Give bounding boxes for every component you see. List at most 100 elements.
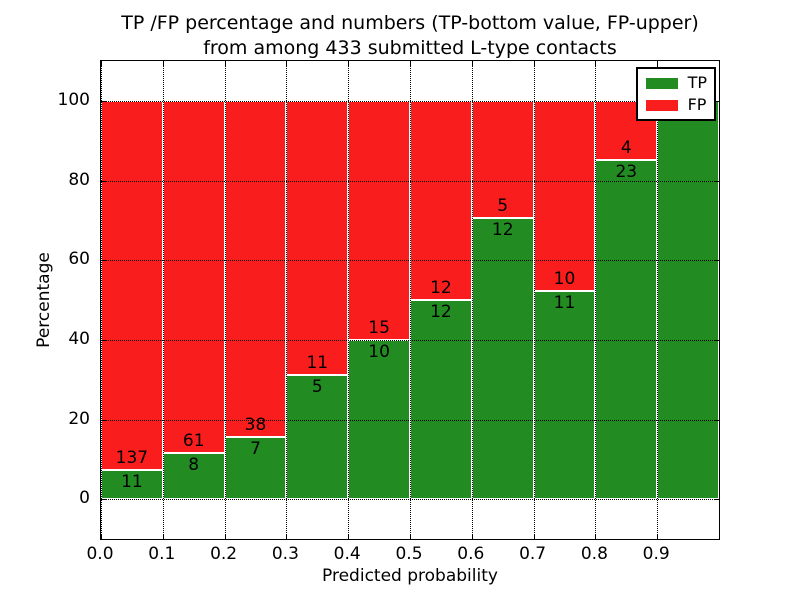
legend-item-tp: TP bbox=[645, 73, 707, 92]
x-tick-mark bbox=[286, 534, 288, 539]
y-tick-label: 40 bbox=[68, 328, 90, 349]
x-gridline bbox=[657, 61, 659, 539]
bar-segment-tp bbox=[533, 290, 596, 500]
chart-title-line1: TP /FP percentage and numbers (TP-bottom… bbox=[121, 12, 699, 34]
x-tick-label: 0.7 bbox=[519, 544, 547, 564]
x-tick-label: 0.1 bbox=[148, 544, 176, 564]
bar-label-tp: 12 bbox=[491, 219, 514, 240]
bar-segment-tp bbox=[595, 159, 658, 500]
x-tick-mark bbox=[162, 61, 164, 66]
bar-segment-tp bbox=[657, 100, 719, 500]
legend-swatch-fp bbox=[645, 99, 678, 111]
bar-segment-fp bbox=[410, 100, 472, 300]
x-tick-label: 0.2 bbox=[210, 544, 238, 564]
x-tick-label: 0.8 bbox=[580, 544, 608, 564]
bar-label-fp: 4 bbox=[620, 137, 632, 158]
bar-label-tp: 5 bbox=[311, 376, 323, 397]
plot-area: TP FP 1371161838711515101212512101142341 bbox=[100, 60, 720, 540]
x-tick-mark bbox=[595, 61, 597, 66]
bar-segment-fp bbox=[162, 100, 225, 453]
legend-label-tp: TP bbox=[687, 73, 707, 92]
x-tick-mark bbox=[101, 61, 102, 66]
x-tick-label: 0.9 bbox=[642, 544, 670, 564]
x-tick-label: 0.3 bbox=[271, 544, 299, 564]
bar-label-tp: 12 bbox=[430, 302, 452, 322]
x-tick-mark bbox=[286, 61, 288, 66]
x-tick-mark bbox=[657, 61, 659, 66]
x-tick-mark bbox=[224, 534, 226, 539]
bar-segment-tp bbox=[224, 437, 287, 500]
y-tick-label: 0 bbox=[79, 488, 90, 509]
x-gridline bbox=[224, 61, 226, 539]
x-tick-mark bbox=[657, 534, 659, 539]
y-tick-mark bbox=[714, 180, 719, 182]
x-gridline bbox=[101, 61, 102, 539]
y-gridline bbox=[101, 419, 719, 421]
y-gridline bbox=[101, 339, 719, 341]
bar-label-fp: 38 bbox=[244, 415, 267, 436]
y-tick-mark bbox=[101, 499, 106, 501]
y-gridline bbox=[101, 499, 719, 501]
legend-item-fp: FP bbox=[645, 97, 707, 113]
x-tick-mark bbox=[471, 534, 473, 539]
x-tick-label: 0.4 bbox=[333, 544, 361, 564]
x-tick-label: 0.5 bbox=[395, 544, 423, 564]
chart-title-line2: from among 433 submitted L-type contacts bbox=[203, 37, 617, 59]
legend: TP FP bbox=[635, 67, 716, 121]
x-gridline bbox=[410, 61, 411, 539]
y-tick-mark bbox=[714, 339, 719, 341]
y-gridline bbox=[101, 180, 719, 182]
bar-segment-fp bbox=[286, 100, 349, 375]
bar-segment-fp bbox=[101, 100, 163, 470]
bar-label-fp: 10 bbox=[553, 268, 576, 289]
x-tick-mark bbox=[533, 534, 535, 539]
bar-label-fp: 12 bbox=[430, 278, 452, 298]
bar-label-tp: 11 bbox=[121, 471, 143, 492]
x-tick-label: 0.6 bbox=[457, 544, 485, 564]
y-tick-mark bbox=[714, 419, 719, 421]
bar-segment-tp bbox=[471, 217, 534, 500]
y-tick-mark bbox=[714, 499, 719, 501]
x-gridline bbox=[162, 61, 164, 539]
y-gridline bbox=[101, 100, 719, 102]
bar-label-tp: 10 bbox=[368, 341, 390, 362]
bar-segment-tp bbox=[286, 374, 349, 500]
bar-segment-tp bbox=[410, 300, 472, 500]
y-tick-mark bbox=[101, 339, 106, 341]
bar-label-tp: 23 bbox=[615, 161, 638, 182]
x-tick-mark bbox=[348, 61, 350, 66]
bar-label-fp: 11 bbox=[306, 352, 329, 373]
x-gridline bbox=[471, 61, 473, 539]
bar-label-fp: 61 bbox=[182, 430, 205, 451]
x-tick-mark bbox=[410, 61, 411, 66]
x-gridline bbox=[348, 61, 350, 539]
x-tick-mark bbox=[348, 534, 350, 539]
y-tick-label: 60 bbox=[68, 249, 90, 270]
bar-label-tp: 11 bbox=[553, 292, 576, 313]
x-gridline bbox=[286, 61, 288, 539]
x-gridline bbox=[595, 61, 597, 539]
y-tick-label: 80 bbox=[68, 169, 90, 190]
y-tick-mark bbox=[101, 260, 106, 262]
bar-label-tp: 8 bbox=[188, 454, 200, 475]
chart-title: TP /FP percentage and numbers (TP-bottom… bbox=[100, 11, 720, 61]
bar-label-fp: 5 bbox=[497, 195, 509, 216]
y-tick-label: 20 bbox=[68, 408, 90, 429]
x-tick-mark bbox=[162, 534, 164, 539]
x-tick-label: 0.0 bbox=[86, 544, 114, 564]
bar-label-tp: 7 bbox=[250, 439, 261, 460]
x-tick-mark bbox=[595, 534, 597, 539]
legend-swatch-tp bbox=[645, 77, 678, 89]
bar-label-fp: 137 bbox=[115, 447, 149, 468]
x-tick-mark bbox=[410, 534, 411, 539]
y-tick-mark bbox=[101, 180, 106, 182]
x-tick-mark bbox=[533, 61, 535, 66]
x-gridline bbox=[533, 61, 535, 539]
bar-segment-fp bbox=[348, 100, 410, 340]
x-tick-mark bbox=[101, 534, 102, 539]
bar-segment-fp bbox=[224, 100, 287, 438]
x-tick-mark bbox=[224, 61, 226, 66]
bar-label-fp: 15 bbox=[368, 317, 390, 338]
bar-segment-tp bbox=[101, 469, 163, 500]
